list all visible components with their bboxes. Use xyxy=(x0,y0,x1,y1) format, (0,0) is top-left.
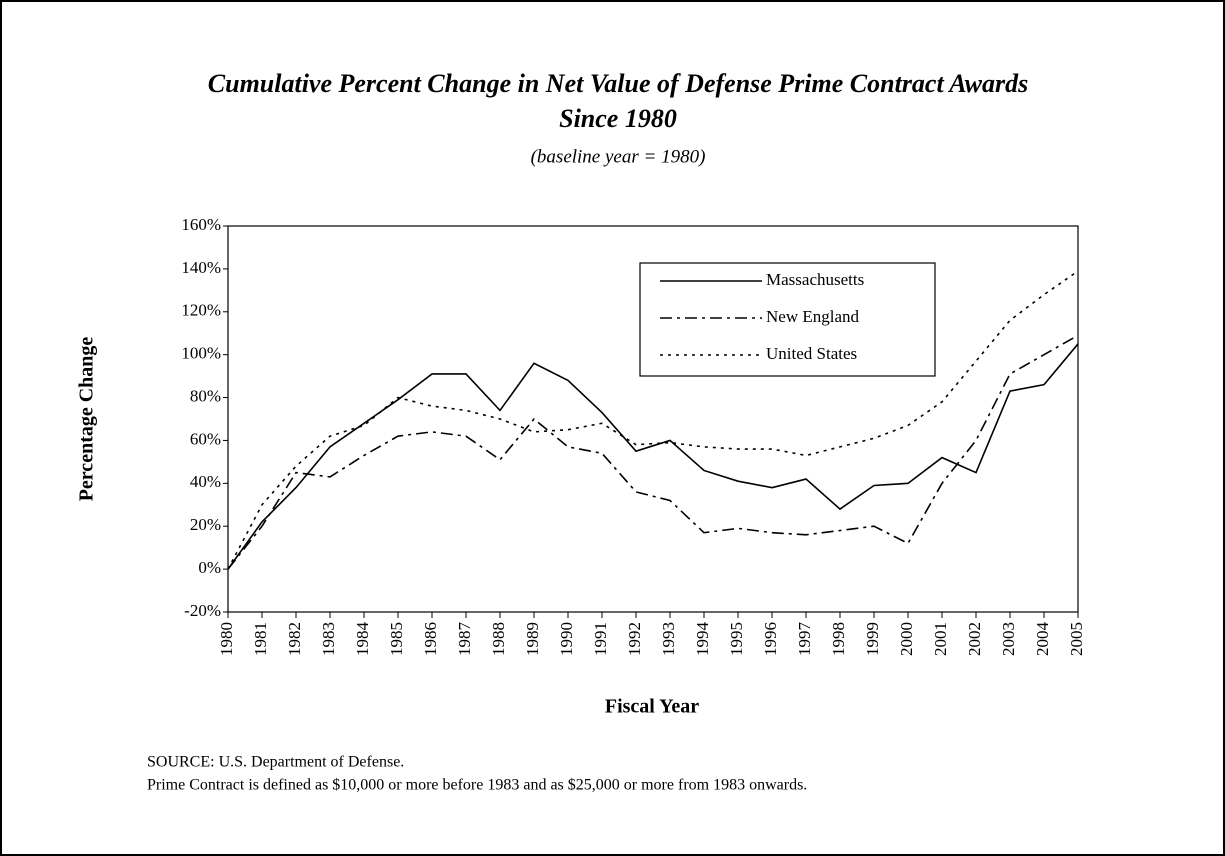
x-tick-label: 2000 xyxy=(897,622,916,656)
x-tick-label: 1987 xyxy=(455,622,474,657)
x-tick-label: 1986 xyxy=(421,622,440,656)
x-tick-label: 2005 xyxy=(1067,622,1086,656)
x-tick-label: 2001 xyxy=(931,622,950,656)
y-tick-label: 160% xyxy=(181,215,221,234)
x-tick-label: 1994 xyxy=(693,622,712,657)
y-tick-label: 60% xyxy=(190,429,221,448)
x-tick-label: 1991 xyxy=(591,622,610,656)
x-tick-label: 1988 xyxy=(489,622,508,656)
x-tick-label: 2002 xyxy=(965,622,984,656)
legend-label: Massachusetts xyxy=(766,270,864,289)
x-tick-label: 1985 xyxy=(387,622,406,656)
x-tick-label: 1993 xyxy=(659,622,678,656)
note: SOURCE: U.S. Department of Defense. xyxy=(147,754,404,771)
x-tick-label: 1982 xyxy=(285,622,304,656)
x-tick-label: 2003 xyxy=(999,622,1018,656)
y-axis-label: Percentage Change xyxy=(76,337,98,502)
y-tick-label: 80% xyxy=(190,386,221,405)
x-tick-label: 1999 xyxy=(863,622,882,656)
series-line xyxy=(227,343,1079,570)
x-tick-label: 1998 xyxy=(829,622,848,656)
chart-title: Since 1980 xyxy=(559,104,677,133)
x-axis-label: Fiscal Year xyxy=(605,696,699,718)
y-tick-label: 0% xyxy=(198,558,221,577)
y-tick-label: -20% xyxy=(184,601,221,620)
legend-label: New England xyxy=(766,307,860,326)
plot-area xyxy=(227,225,1079,613)
y-tick-label: 140% xyxy=(181,258,221,277)
x-tick-label: 1990 xyxy=(557,622,576,656)
chart-subtitle: (baseline year = 1980) xyxy=(531,146,706,167)
chart-title: Cumulative Percent Change in Net Value o… xyxy=(208,69,1028,98)
x-tick-label: 1980 xyxy=(217,622,236,656)
y-tick-label: 20% xyxy=(190,515,221,534)
y-tick-label: 120% xyxy=(181,301,221,320)
x-tick-label: 1997 xyxy=(795,622,814,657)
series-line xyxy=(227,270,1079,570)
legend-label: United States xyxy=(766,344,857,363)
y-tick-label: 40% xyxy=(190,472,221,491)
note: Prime Contract is defined as $10,000 or … xyxy=(147,777,807,794)
x-tick-label: 2004 xyxy=(1033,622,1052,657)
x-tick-label: 1981 xyxy=(251,622,270,656)
x-tick-label: 1984 xyxy=(353,622,372,657)
x-tick-label: 1995 xyxy=(727,622,746,656)
legend-box xyxy=(639,262,936,377)
x-tick-label: 1983 xyxy=(319,622,338,656)
x-tick-label: 1992 xyxy=(625,622,644,656)
x-tick-label: 1996 xyxy=(761,622,780,656)
series-line xyxy=(227,334,1079,570)
y-tick-label: 100% xyxy=(181,344,221,363)
x-tick-label: 1989 xyxy=(523,622,542,656)
